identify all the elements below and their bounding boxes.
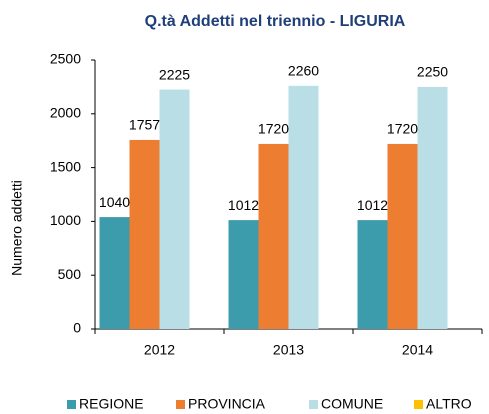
x-tick-label: 2012	[144, 342, 175, 358]
data-label: 1720	[387, 121, 418, 137]
data-label: 2250	[417, 64, 448, 80]
x-tick-label: 2014	[402, 342, 433, 358]
bar	[99, 217, 130, 329]
chart-title: Q.tà Addetti nel triennio - LIGURIA	[145, 13, 406, 30]
y-tick-label: 0	[73, 320, 81, 336]
x-tick-label: 2013	[273, 342, 304, 358]
legend-swatch	[176, 400, 185, 409]
legend-label: PROVINCIA	[188, 396, 266, 412]
bar	[288, 85, 319, 329]
legend-label: REGIONE	[79, 396, 144, 412]
bar	[417, 86, 448, 330]
legend-label: COMUNE	[321, 396, 383, 412]
data-label: 1012	[357, 197, 388, 213]
bar	[387, 143, 418, 329]
data-label: 2260	[288, 63, 319, 79]
bar	[258, 143, 289, 329]
y-axis-label: Numero addetti	[9, 180, 25, 276]
data-label: 1720	[258, 121, 289, 137]
data-label: 1040	[99, 194, 130, 210]
data-label: 2225	[159, 66, 190, 82]
y-tick-label: 1500	[50, 158, 81, 174]
data-label: 1757	[129, 117, 160, 133]
bar	[129, 139, 160, 329]
y-tick-label: 1000	[50, 212, 81, 228]
data-label: 1012	[228, 197, 259, 213]
legend-label: ALTRO	[426, 396, 472, 412]
bar	[357, 220, 388, 329]
bar	[228, 220, 259, 329]
y-tick-label: 500	[58, 266, 82, 282]
y-tick-label: 2000	[50, 105, 81, 121]
y-tick-label: 2500	[50, 51, 81, 67]
legend-swatch	[309, 400, 318, 409]
bar	[159, 89, 190, 329]
legend-swatch	[67, 400, 76, 409]
legend-swatch	[414, 400, 423, 409]
